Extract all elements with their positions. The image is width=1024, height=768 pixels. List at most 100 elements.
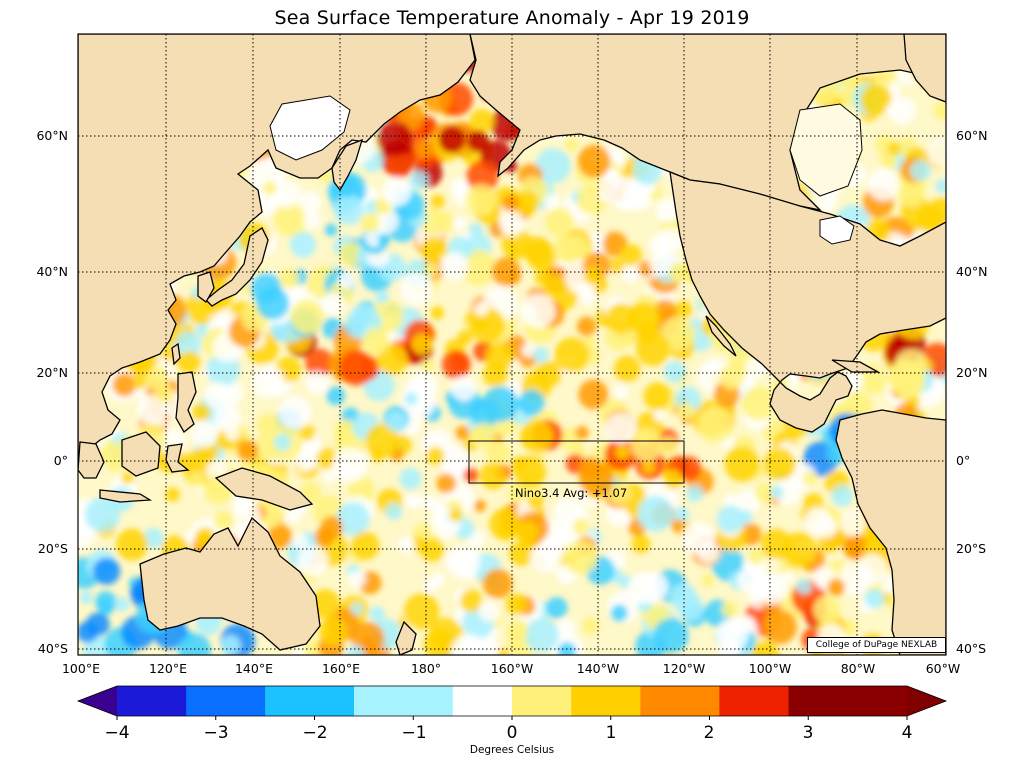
colorbar-segment [512, 686, 523, 716]
anomaly-cell [867, 168, 901, 201]
anomaly-cell [337, 271, 355, 289]
anomaly-cell [661, 316, 696, 351]
lon-label-120e: 120°E [148, 661, 187, 676]
anomaly-cell [333, 194, 364, 225]
anomaly-cell [716, 505, 745, 534]
anomaly-cell [755, 482, 776, 504]
anomaly-cell [655, 198, 680, 223]
anomaly-cell [225, 426, 240, 441]
colorbar-segment [344, 686, 355, 716]
anomaly-cell [520, 419, 553, 453]
anomaly-cell [773, 478, 802, 506]
colorbar-tick-1: 1 [605, 723, 617, 743]
anomaly-cell [583, 266, 603, 286]
colorbar-segment [472, 686, 483, 716]
land-north-america [669, 170, 946, 433]
anomaly-cell [463, 467, 479, 483]
anomaly-cell [338, 241, 364, 267]
anomaly-cell [534, 269, 551, 286]
colorbar-segment [719, 686, 730, 716]
anomaly-cell [467, 130, 490, 153]
anomaly-cell [813, 595, 841, 624]
anomaly-cell [192, 403, 211, 422]
anomaly-cell [721, 601, 738, 618]
anomaly-cell [719, 364, 745, 390]
anomaly-cell [362, 328, 389, 354]
colorbar-segment [699, 686, 711, 716]
colorbar-segment [620, 686, 632, 716]
colorbar-segment [808, 686, 819, 716]
anomaly-cell [557, 642, 577, 655]
lon-label-100e: 100°E [61, 661, 100, 676]
anomaly-cell [289, 299, 325, 334]
anomaly-cell [346, 645, 365, 655]
anomaly-cell [608, 483, 631, 506]
anomaly-cell [701, 573, 715, 588]
anomaly-cell [598, 187, 613, 202]
anomaly-cell [448, 508, 463, 522]
anomaly-cell [399, 467, 422, 490]
lon-label-60w: 60°W [925, 661, 961, 676]
colorbar-tick-2: 2 [703, 723, 715, 743]
anomaly-cell [273, 433, 292, 452]
colorbar-segment [294, 686, 306, 716]
colorbar-tick-neg1: −1 [401, 723, 427, 743]
anomaly-cell [545, 207, 575, 237]
anomaly-cell [831, 485, 854, 507]
anomaly-cell [469, 108, 495, 134]
anomaly-cell [385, 151, 413, 179]
anomaly-cell [255, 286, 290, 320]
colorbar-segment [255, 686, 266, 716]
anomaly-cell [886, 103, 900, 117]
land-new-zealand [395, 620, 417, 655]
colorbar-segment [304, 686, 316, 716]
anomaly-cell [478, 599, 502, 623]
nino34-box[interactable] [468, 440, 685, 484]
anomaly-cell [374, 198, 392, 215]
colorbar-segment [383, 686, 395, 716]
anomaly-cell [781, 532, 817, 568]
colorbar-tick-neg2: −2 [302, 723, 328, 743]
anomaly-cell [637, 495, 674, 532]
anomaly-cell [553, 235, 581, 263]
anomaly-cell [901, 185, 923, 207]
anomaly-cell [909, 160, 931, 182]
anomaly-cell [369, 606, 385, 622]
colorbar-segment [798, 686, 809, 716]
anomaly-cell [165, 487, 180, 502]
anomaly-cell [627, 571, 660, 605]
colorbar-segment [531, 686, 543, 716]
anomaly-cell [609, 258, 625, 274]
anomaly-cell [840, 511, 866, 537]
lat-label-20n: 20°N [36, 365, 68, 380]
anomaly-cell [303, 210, 322, 229]
anomaly-cell [610, 176, 645, 212]
anomaly-cell [97, 598, 115, 616]
anomaly-cell [575, 426, 589, 440]
anomaly-cell [518, 389, 545, 416]
colorbar-segment [314, 686, 325, 716]
anomaly-cell [546, 597, 568, 619]
anomaly-cell [663, 361, 686, 383]
land-greenland [903, 34, 946, 103]
colorbar-segment [749, 686, 760, 716]
land-alaska [469, 34, 946, 212]
lon-label-100w: 100°W [748, 661, 792, 676]
anomaly-cell [485, 341, 515, 372]
anomaly-cell [804, 507, 831, 534]
colorbar-segment [452, 686, 464, 716]
colorbar-segment [502, 686, 513, 716]
anomaly-cell [350, 531, 380, 560]
anomaly-cell [421, 358, 436, 373]
anomaly-cell [539, 541, 561, 563]
anomaly-cell [318, 617, 347, 646]
lat-label-right-40s: 40°S [956, 641, 987, 656]
anomaly-cell [674, 300, 693, 319]
anomaly-cell [404, 391, 418, 406]
anomaly-cell [474, 301, 489, 317]
anomaly-cell [860, 84, 892, 116]
anomaly-cell [751, 641, 779, 655]
colorbar-caption: Degrees Celsius [469, 744, 555, 756]
anomaly-cell [373, 208, 399, 234]
